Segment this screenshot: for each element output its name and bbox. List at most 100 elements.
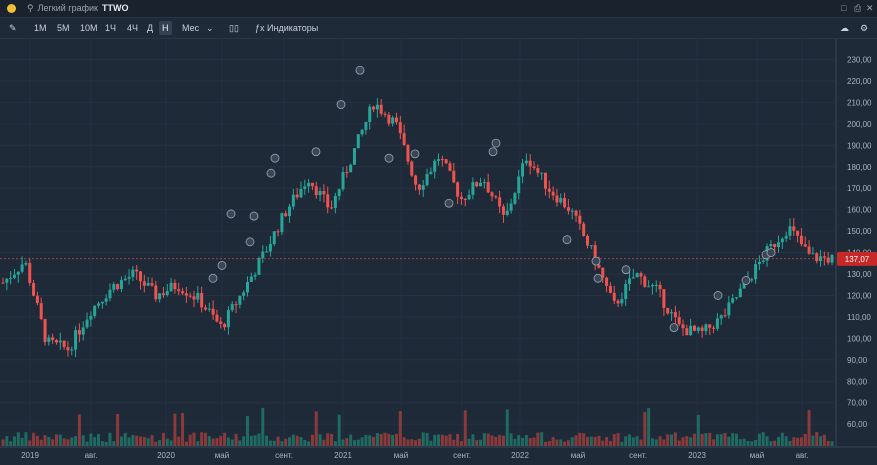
chart-type-icon[interactable]: ▯▯ [229,23,239,33]
volume-bar [559,439,563,446]
volume-bar [421,432,425,446]
volume-bar [677,440,681,446]
settings-icon[interactable]: ⚙ [860,23,869,33]
event-marker-icon [226,209,236,219]
candle-body [608,285,612,293]
volume-bar [142,436,146,446]
candle-body [437,159,441,161]
chart-toolbar: ✎ 1М 5М 10М 1Ч 4Ч Д Н Мес ⌄ ▯▯ ƒx Индика… [0,18,877,39]
candle-body [265,251,269,253]
candle-body [394,117,398,123]
volume-bar [219,435,223,446]
candle-body [207,308,211,310]
candle-body [318,190,322,196]
candle-body [463,198,467,200]
volume-bar [387,433,391,446]
candle-body [268,244,272,252]
candle-body [203,307,207,310]
candle-body [188,295,192,297]
volume-bar [692,433,696,446]
close-icon[interactable]: ✕ [866,3,874,13]
price-chart[interactable]: 230,00 220,00 210,00 200,00 190,00 180,00 170,… [0,39,877,465]
volume-bar [211,438,215,446]
candle-body [24,263,28,265]
candle-body [574,210,578,216]
event-marker-circle [669,323,679,333]
candle-body [360,129,364,135]
event-marker-icon [217,261,227,270]
candle-body [811,253,815,255]
candle-body [543,172,547,189]
x-tick-label: 2019 [21,451,39,460]
volume-bar [333,441,337,446]
candle-body [685,328,689,336]
event-marker-circle [741,276,751,285]
indicators-button[interactable]: ƒx Индикаторы [252,21,321,35]
candle-body [127,276,131,279]
window-dot-icon[interactable] [7,4,16,13]
candle-body [578,215,582,224]
candle-body [769,244,773,247]
event-marker-circle [270,153,280,163]
interval-day[interactable]: Д [147,23,154,33]
interval-week[interactable]: Н [159,21,172,35]
y-tick-label: 100,00 [847,334,872,343]
volume-bar [410,439,414,446]
volume-bar [35,435,39,446]
interval-5m[interactable]: 5М [57,23,70,33]
volume-bar [39,439,43,446]
x-tick-label: май [215,451,229,460]
candle-body [440,159,444,161]
pencil-icon[interactable]: ✎ [9,23,17,33]
candle-body [822,256,826,258]
candle-body [291,194,295,207]
interval-month[interactable]: Мес [182,23,200,33]
candle-body [410,161,414,176]
candle-body [643,276,647,287]
interval-1m[interactable]: 1М [34,23,47,33]
volume-bar [20,437,24,446]
volume-bar [612,434,616,446]
candle-body [815,253,819,262]
symbol-search[interactable]: ⚲ Легкий график TTWO [27,2,128,15]
volume-bar [708,432,712,446]
chevron-down-icon[interactable]: ⌄ [206,23,214,33]
volume-bar [826,440,830,446]
volume-bar [815,432,819,446]
volume-bar [830,441,834,446]
volume-bar [89,433,93,446]
volume-bar [93,437,97,446]
cloud-icon[interactable]: ☁ [840,23,849,33]
window-restore-icon[interactable]: □ [841,3,847,13]
volume-bar [654,439,658,446]
volume-bar [119,436,123,446]
interval-10m[interactable]: 10М [80,23,98,33]
volume-bar [765,436,769,446]
volume-bar [437,434,441,446]
volume-bar [238,440,242,446]
volume-bar [169,440,173,446]
candle-body [100,301,104,304]
candle-body [639,273,643,277]
volume-bar [524,434,528,446]
volume-bar [303,439,307,446]
y-tick-label: 200,00 [847,120,872,129]
candle-body [104,298,108,302]
volume-bar [12,436,16,446]
volume-bar [700,433,704,446]
candle-body [352,148,356,165]
interval-1h[interactable]: 1Ч [105,23,117,33]
candle-body [433,160,437,172]
y-tick-label: 220,00 [847,77,872,86]
candle-body [631,277,635,279]
candle-body [196,292,200,300]
event-marker-icon [249,211,259,221]
interval-4h[interactable]: 4Ч [127,23,139,33]
candle-body [150,283,154,286]
window-popout-icon[interactable]: ⎙ [854,3,862,13]
ticker-label: TTWO [101,3,129,13]
volume-bar [135,435,139,446]
event-marker-circle [245,237,255,247]
volume-bar [754,439,758,446]
volume-bar [66,439,70,446]
